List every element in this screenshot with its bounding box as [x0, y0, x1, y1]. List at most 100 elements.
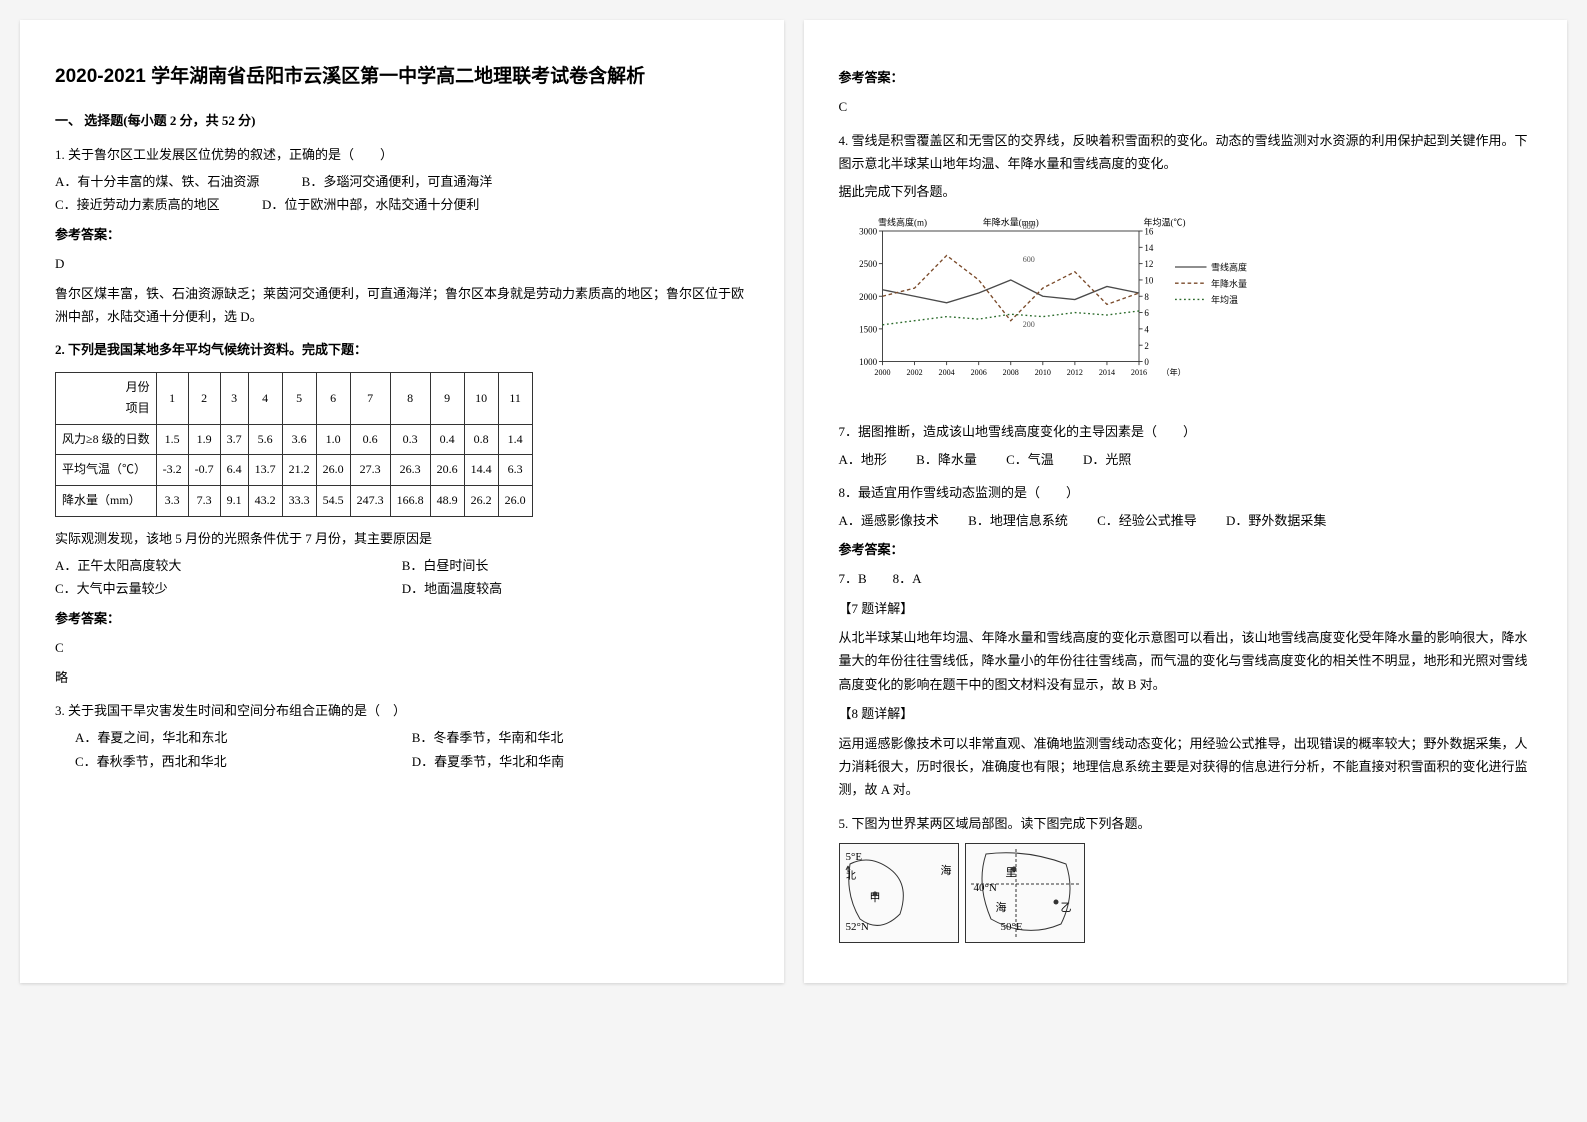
q1-ans: D: [55, 252, 749, 275]
svg-text:2010: 2010: [1034, 368, 1050, 377]
q7-optC: C．气温: [1006, 452, 1054, 467]
q2-th-7: 7: [350, 372, 390, 424]
q1-expl: 鲁尔区煤丰富，铁、石油资源缺乏；莱茵河交通便利，可直通海洋；鲁尔区本身就是劳动力…: [55, 282, 749, 329]
svg-text:2004: 2004: [938, 368, 954, 377]
q7-opts: A．地形 B．降水量 C．气温 D．光照: [839, 448, 1533, 471]
q2-cell-0-8: 0.3: [390, 424, 430, 455]
expl8: 运用遥感影像技术可以非常直观、准确地监测雪线动态变化；用经验公式推导，出现错误的…: [839, 732, 1533, 802]
q2-opts: A．正午太阳高度较大 B．白昼时间长 C．大气中云量较少 D．地面温度较高: [55, 554, 749, 601]
q2-cell-2-7: 247.3: [350, 486, 390, 517]
q2-th-11: 11: [498, 372, 532, 424]
q2-ans: C: [55, 636, 749, 659]
map2: 里 40°N 海 乙 50°E: [965, 843, 1085, 943]
q2-cell-0-3: 3.7: [220, 424, 248, 455]
svg-text:2014: 2014: [1098, 368, 1114, 377]
q4-ans-label: 参考答案：: [839, 538, 1533, 561]
q1-optA: A．有十分丰富的煤、铁、石油资源: [55, 174, 259, 189]
q2-ans-label: 参考答案：: [55, 607, 749, 630]
q4-chart: 1000150020002500300002468101214162000200…: [839, 213, 1259, 393]
expl8-head: 【8 题详解】: [839, 702, 1533, 725]
section1-head: 一、 选择题(每小题 2 分，共 52 分): [55, 109, 749, 132]
q2-cell-0-6: 1.0: [316, 424, 350, 455]
q2-cell-1-3: 6.4: [220, 455, 248, 486]
q2-th-5: 5: [282, 372, 316, 424]
svg-text:14: 14: [1144, 243, 1154, 253]
q3-optC: C．春秋季节，西北和华北: [75, 750, 412, 773]
q1-optB: B．多瑙河交通便利，可直通海洋: [302, 174, 493, 189]
q2-cell-0-10: 0.8: [464, 424, 498, 455]
q2-cell-1-6: 26.0: [316, 455, 350, 486]
q3-ans-label: 参考答案：: [839, 66, 1533, 89]
svg-text:年降水量: 年降水量: [1211, 278, 1247, 289]
svg-text:2006: 2006: [970, 368, 986, 377]
q2-cell-0-2: 1.9: [188, 424, 220, 455]
q2-cell-2-4: 43.2: [248, 486, 282, 517]
q2-cell-2-6: 54.5: [316, 486, 350, 517]
q2-cell-2-2: 7.3: [188, 486, 220, 517]
q2-cell-2-5: 33.3: [282, 486, 316, 517]
q2-th-4: 4: [248, 372, 282, 424]
q2-cell-0-7: 0.6: [350, 424, 390, 455]
q3-optD: D．春夏季节，华北和华南: [412, 750, 749, 773]
svg-text:800: 800: [1022, 222, 1034, 231]
svg-text:6: 6: [1144, 308, 1149, 318]
q8-optB: B．地理信息系统: [968, 513, 1068, 528]
q2-th-2: 2: [188, 372, 220, 424]
svg-text:雪线高度(m): 雪线高度(m): [878, 217, 927, 228]
q2-cell-2-9: 48.9: [430, 486, 464, 517]
q2-cell-1-9: 20.6: [430, 455, 464, 486]
expl7-head: 【7 题详解】: [839, 597, 1533, 620]
q8-optA: A．遥感影像技术: [839, 513, 939, 528]
svg-text:年均温(℃): 年均温(℃): [1143, 217, 1185, 228]
q2-cell-2-1: 3.3: [156, 486, 188, 517]
q2-expl: 略: [55, 666, 749, 689]
page-left: 2020-2021 学年湖南省岳阳市云溪区第一中学高二地理联考试卷含解析 一、 …: [20, 20, 784, 983]
q2-cell-1-10: 14.4: [464, 455, 498, 486]
svg-text:雪线高度: 雪线高度: [1211, 262, 1247, 273]
svg-text:2016: 2016: [1130, 368, 1146, 377]
svg-text:1000: 1000: [859, 357, 878, 367]
q2-cell-1-1: -3.2: [156, 455, 188, 486]
svg-text:200: 200: [1022, 320, 1034, 329]
q2-cell-1-11: 6.3: [498, 455, 532, 486]
q3-optA: A．春夏之间，华北和东北: [75, 726, 412, 749]
q7-optD: D．光照: [1083, 452, 1131, 467]
expl7: 从北半球某山地年均温、年降水量和雪线高度的变化示意图可以看出，该山地雪线高度变化…: [839, 626, 1533, 696]
q2-th-10: 10: [464, 372, 498, 424]
map1: 5°E 海 甲 52°N 北: [839, 843, 959, 943]
q7-optB: B．降水量: [916, 452, 977, 467]
svg-text:3000: 3000: [859, 227, 878, 237]
svg-text:2008: 2008: [1002, 368, 1018, 377]
q2-optD: D．地面温度较高: [402, 577, 749, 600]
q8-optC: C．经验公式推导: [1097, 513, 1197, 528]
q2-stem: 2. 下列是我国某地多年平均气候统计资料。完成下题：: [55, 338, 749, 361]
q3-ans: C: [839, 95, 1533, 118]
q1-opts: A．有十分丰富的煤、铁、石油资源 B．多瑙河交通便利，可直通海洋 C．接近劳动力…: [55, 170, 749, 217]
q3-opts: A．春夏之间，华北和东北 B．冬春季节，华南和华北 C．春秋季节，西北和华北 D…: [55, 726, 749, 773]
q2-cell-1-0: 平均气温（℃）: [56, 455, 157, 486]
svg-text:600: 600: [1022, 255, 1034, 264]
q3-stem: 3. 关于我国干旱灾害发生时间和空间分布组合正确的是（ ）: [55, 699, 749, 722]
q2-table: 月份 项目1234567891011 风力≥8 级的日数1.51.93.75.6…: [55, 372, 533, 517]
q2-optC: C．大气中云量较少: [55, 577, 402, 600]
q8-stem: 8．最适宜用作雪线动态监测的是（ ）: [839, 481, 1533, 504]
q8-opts: A．遥感影像技术 B．地理信息系统 C．经验公式推导 D．野外数据采集: [839, 509, 1533, 532]
map2-svg: [966, 844, 1086, 944]
q2-cell-2-11: 26.0: [498, 486, 532, 517]
q2-optA: A．正午太阳高度较大: [55, 554, 402, 577]
q2-sub: 实际观测发现，该地 5 月份的光照条件优于 7 月份，其主要原因是: [55, 527, 749, 550]
q8-optD: D．野外数据采集: [1226, 513, 1326, 528]
svg-text:2000: 2000: [859, 292, 878, 302]
q2-th-6: 6: [316, 372, 350, 424]
q2-cell-1-5: 21.2: [282, 455, 316, 486]
q2-cell-1-7: 27.3: [350, 455, 390, 486]
svg-text:10: 10: [1144, 275, 1154, 285]
q3-optB: B．冬春季节，华南和华北: [412, 726, 749, 749]
svg-text:12: 12: [1144, 259, 1153, 269]
q2-cell-2-10: 26.2: [464, 486, 498, 517]
q2-cell-0-9: 0.4: [430, 424, 464, 455]
svg-text:1500: 1500: [859, 324, 878, 334]
svg-text:0: 0: [1144, 357, 1149, 367]
q1-optD: D．位于欧洲中部，水陆交通十分便利: [262, 197, 479, 212]
q7-optA: A．地形: [839, 452, 887, 467]
